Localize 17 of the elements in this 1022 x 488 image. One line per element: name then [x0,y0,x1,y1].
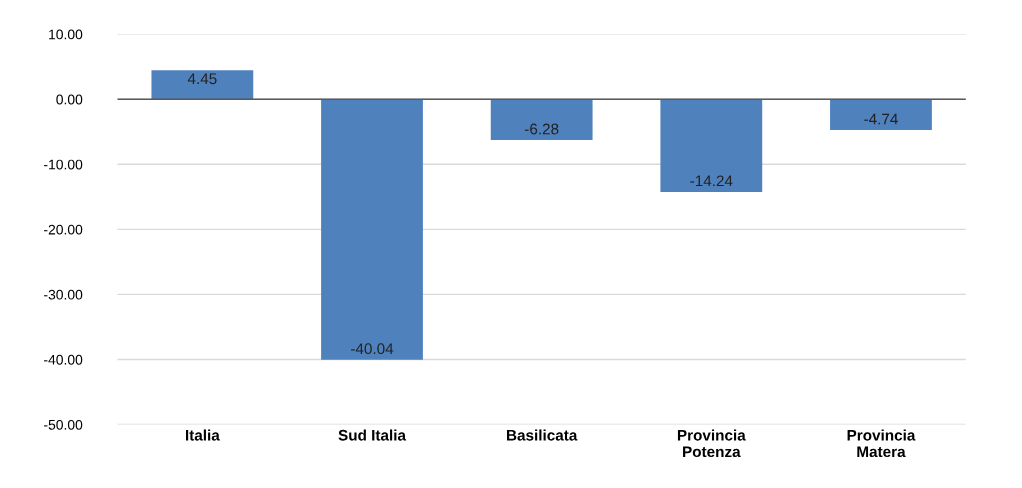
y-tick-label: -30.00 [44,289,83,300]
x-tick-label: Italia [185,429,220,441]
y-tick-label: -10.00 [44,159,83,170]
y-tick-label: 10.00 [49,29,83,40]
data-label: -40.04 [351,343,394,355]
y-tick-label: -20.00 [44,224,83,235]
y-tick-label: 0.00 [56,94,83,105]
y-tick-label: -50.00 [44,419,83,430]
y-tick-label: -40.00 [44,354,83,365]
x-tick-label: Provincia Potenza [677,429,746,458]
x-tick-label: Provincia Matera [847,429,916,458]
data-label: -6.28 [524,123,559,135]
data-label: -14.24 [690,175,733,187]
data-label: 4.45 [187,73,217,85]
data-label: -4.74 [864,113,898,125]
x-tick-label: Basilicata [507,429,578,441]
x-tick-label: Sud Italia [338,429,407,441]
